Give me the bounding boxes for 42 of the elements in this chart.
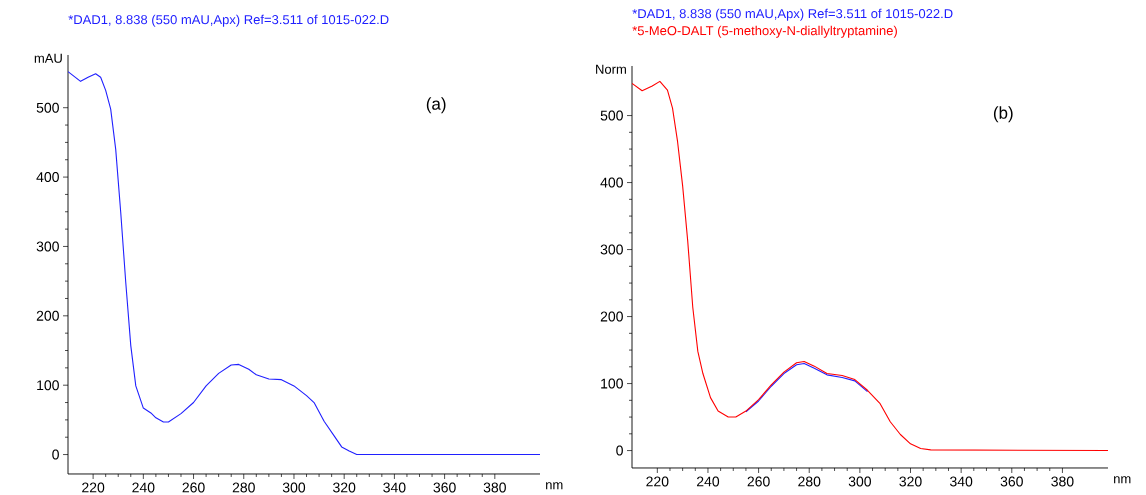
x-tick-label: 280 bbox=[232, 482, 255, 493]
x-tick-label: 340 bbox=[383, 482, 406, 493]
y-tick-label: 300 bbox=[600, 244, 623, 255]
y-tick-label: 100 bbox=[37, 380, 59, 391]
y-tick-label: 400 bbox=[36, 172, 59, 183]
x-axis-title: nm bbox=[1114, 476, 1131, 484]
y-tick-label: 400 bbox=[600, 177, 623, 188]
x-tick-label: 260 bbox=[182, 482, 205, 493]
x-axis-title: nm bbox=[546, 482, 563, 490]
y-tick-label: 500 bbox=[600, 110, 623, 121]
x-tick-label: 240 bbox=[132, 482, 155, 493]
y-tick-label: 0 bbox=[616, 445, 623, 456]
y-axis-title: Norm bbox=[596, 64, 626, 74]
x-tick-label: 360 bbox=[433, 482, 456, 493]
x-tick-label: 240 bbox=[696, 476, 720, 487]
text: *DAD1, 8.838 (550 mAU,Apx) Ref=3.511 of 1015-022.D bbox=[68, 14, 389, 27]
x-tick-label: 220 bbox=[646, 476, 669, 487]
x-tick-label: 380 bbox=[483, 482, 506, 493]
y-tick-label: 0 bbox=[52, 449, 59, 460]
y-axis-title: mAU bbox=[34, 53, 62, 63]
y-tick-label: 500 bbox=[36, 102, 59, 113]
annotation: (b) bbox=[993, 106, 1013, 123]
x-tick-label: 220 bbox=[82, 482, 105, 493]
x-tick-label: 260 bbox=[747, 476, 770, 487]
x-tick-label: 300 bbox=[848, 476, 872, 487]
x-tick-label: 300 bbox=[282, 482, 306, 493]
x-tick-label: 340 bbox=[950, 476, 973, 487]
y-tick-label: 200 bbox=[600, 311, 623, 322]
y-tick-label: 200 bbox=[36, 310, 59, 321]
y-tick-label: 300 bbox=[36, 241, 59, 252]
x-tick-label: 380 bbox=[1051, 476, 1074, 487]
text: *5-MeO-DALT (5-methoxy-N-diallyltryptamine) bbox=[632, 25, 897, 38]
x-tick-label: 320 bbox=[899, 476, 922, 487]
x-tick-label: 280 bbox=[798, 476, 821, 487]
text: *DAD1, 8.838 (550 mAU,Apx) Ref=3.511 of 1015-022.D bbox=[632, 8, 953, 21]
x-tick-label: 360 bbox=[1000, 476, 1023, 487]
line-series bbox=[745, 362, 869, 413]
line-series bbox=[68, 71, 541, 456]
line-series bbox=[632, 80, 1108, 452]
x-tick-label: 320 bbox=[333, 482, 356, 493]
annotation: (a) bbox=[426, 97, 446, 114]
y-tick-label: 100 bbox=[601, 378, 623, 389]
